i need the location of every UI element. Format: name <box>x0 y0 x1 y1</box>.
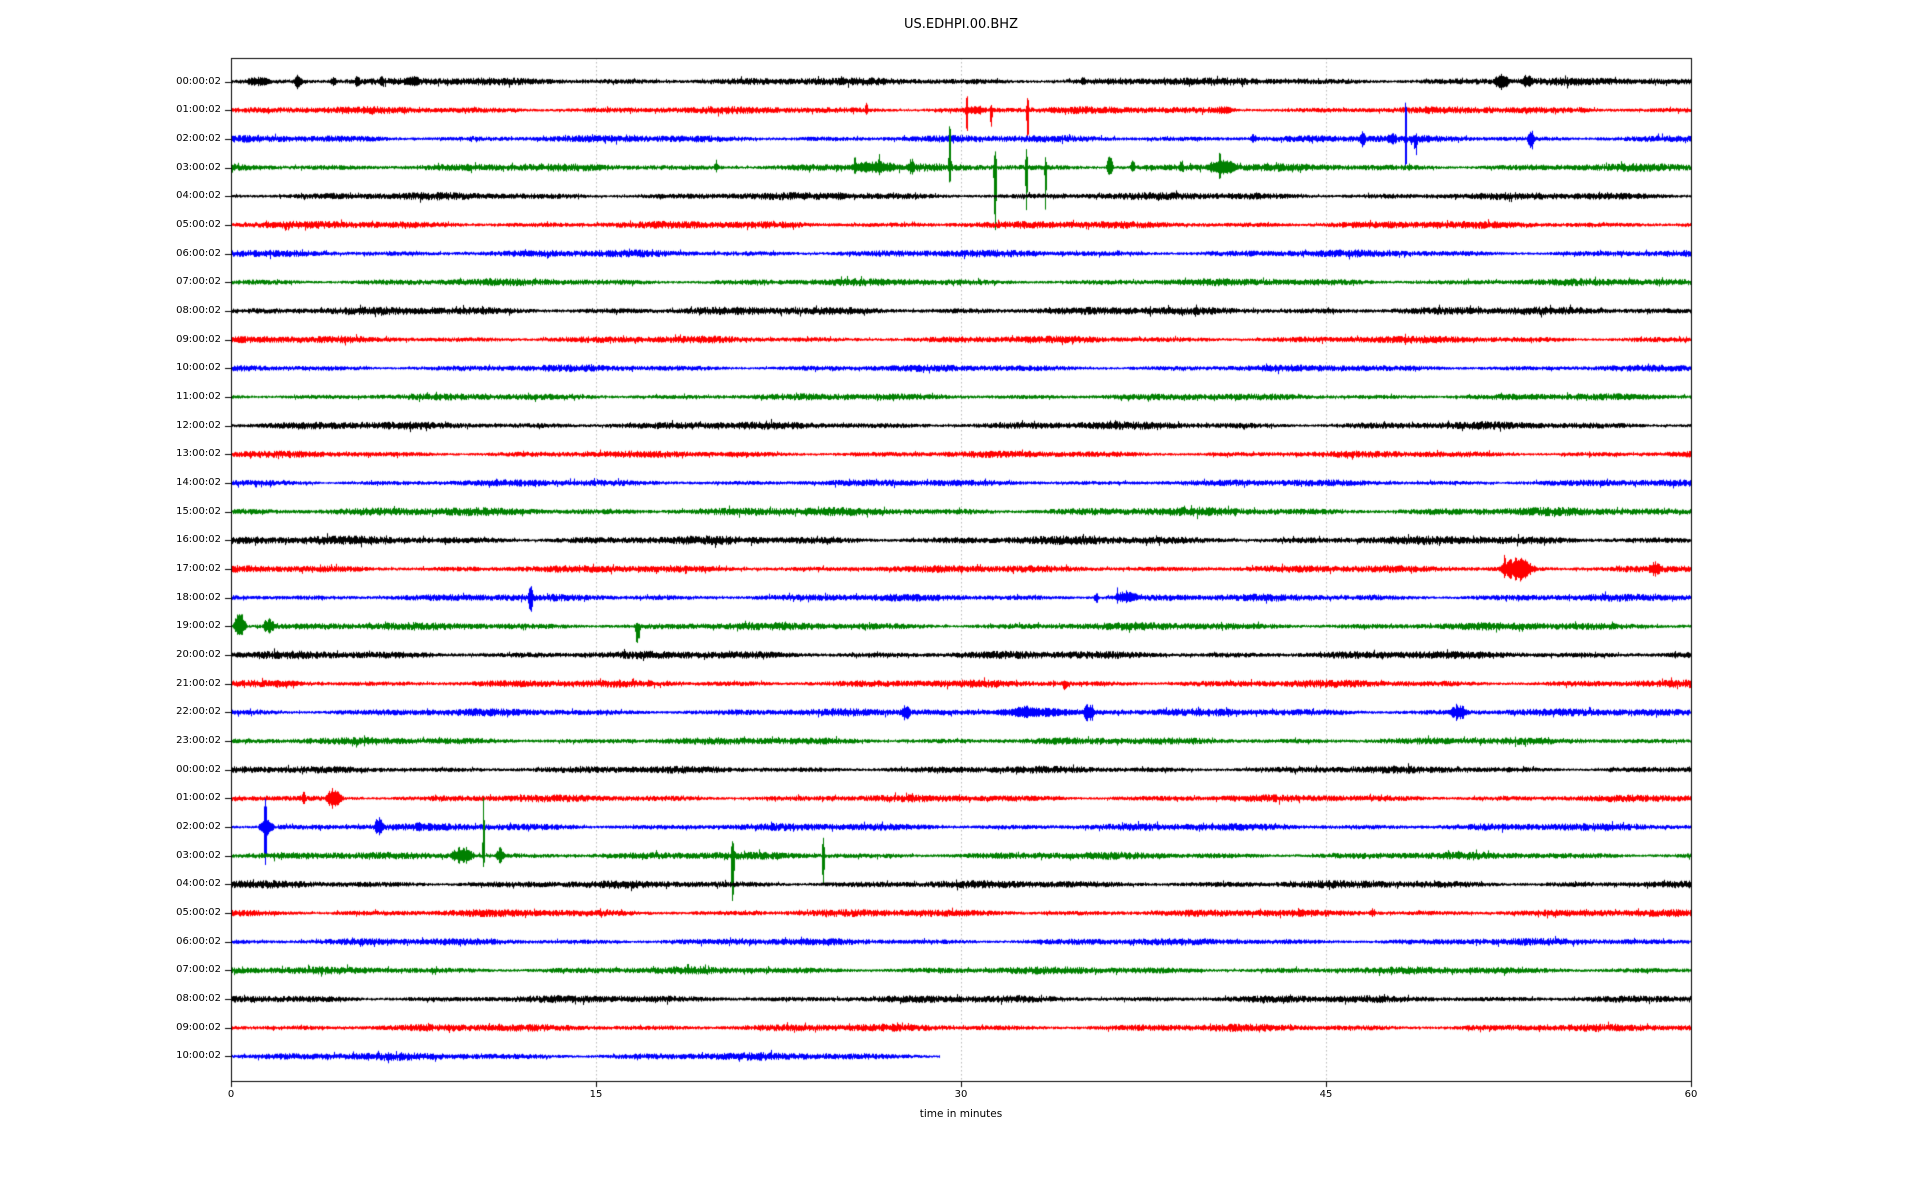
y-tick-label: 12:00:02 <box>176 419 221 431</box>
y-tick-label: 23:00:02 <box>176 735 221 747</box>
y-tick-label: 09:00:02 <box>176 333 221 345</box>
y-tick-label: 21:00:02 <box>176 677 221 689</box>
y-tick-label: 10:00:02 <box>176 1050 221 1062</box>
y-tick-label: 16:00:02 <box>176 534 221 546</box>
y-tick-label: 00:00:02 <box>176 763 221 775</box>
y-tick-label: 18:00:02 <box>176 591 221 603</box>
x-axis-label: time in minutes <box>919 1108 1003 1120</box>
y-tick-label: 04:00:02 <box>176 190 221 202</box>
y-tick-label: 09:00:02 <box>176 1021 221 1033</box>
chart-title: US.EDHPI.00.BHZ <box>904 17 1018 32</box>
y-tick-label: 17:00:02 <box>176 562 221 574</box>
y-tick-label: 00:00:02 <box>176 75 221 87</box>
y-tick-label: 13:00:02 <box>176 448 221 460</box>
x-tick-label: 45 <box>1319 1089 1333 1100</box>
y-tick-label: 02:00:02 <box>176 132 221 144</box>
y-tick-label: 01:00:02 <box>176 792 221 804</box>
y-tick-label: 22:00:02 <box>176 706 221 718</box>
x-tick-label: 30 <box>954 1089 968 1100</box>
y-tick-label: 03:00:02 <box>176 849 221 861</box>
y-tick-label: 03:00:02 <box>176 161 221 173</box>
y-tick-label: 15:00:02 <box>176 505 221 517</box>
x-tick-label: 60 <box>1684 1089 1698 1100</box>
x-tick-label: 0 <box>227 1089 235 1100</box>
y-tick-label: 20:00:02 <box>176 649 221 661</box>
y-tick-label: 01:00:02 <box>176 104 221 116</box>
y-tick-label: 07:00:02 <box>176 276 221 288</box>
y-tick-label: 07:00:02 <box>176 964 221 976</box>
y-tick-label: 05:00:02 <box>176 218 221 230</box>
y-tick-label: 05:00:02 <box>176 907 221 919</box>
y-tick-label: 19:00:02 <box>176 620 221 632</box>
y-tick-label: 08:00:02 <box>176 993 221 1005</box>
x-tick-label: 15 <box>589 1089 603 1100</box>
y-tick-label: 04:00:02 <box>176 878 221 890</box>
y-tick-label: 11:00:02 <box>176 390 221 402</box>
y-tick-label: 10:00:02 <box>176 362 221 374</box>
y-tick-label: 06:00:02 <box>176 935 221 947</box>
y-tick-label: 08:00:02 <box>176 304 221 316</box>
y-tick-label: 02:00:02 <box>176 821 221 833</box>
y-tick-label: 06:00:02 <box>176 247 221 259</box>
y-tick-label: 14:00:02 <box>176 476 221 488</box>
